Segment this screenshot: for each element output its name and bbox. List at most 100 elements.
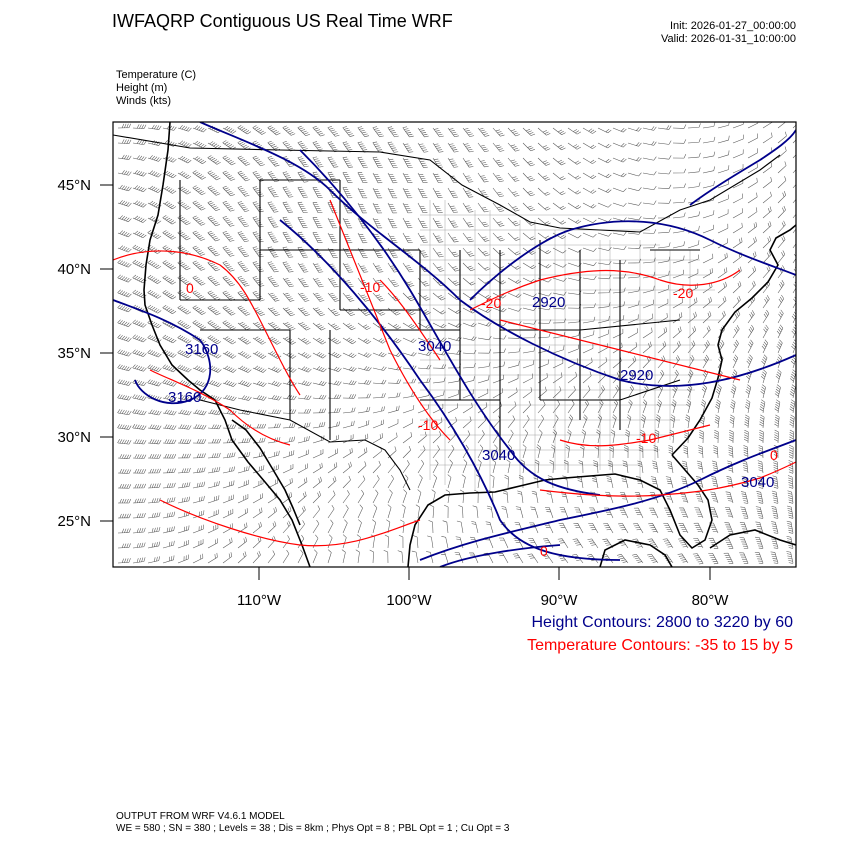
- wind-barb: [612, 273, 627, 279]
- wind-barb: [237, 155, 251, 166]
- wind-barb: [542, 538, 554, 549]
- wind-barb: [762, 221, 772, 234]
- wind-barb: [717, 252, 728, 264]
- wind-barb: [777, 220, 786, 234]
- wind-barb: [355, 549, 360, 564]
- wind-barb: [492, 459, 496, 474]
- wind-barb: [207, 200, 221, 211]
- wind-barb: [147, 289, 162, 299]
- wind-barb: [462, 277, 476, 286]
- wind-barb: [327, 505, 335, 519]
- wind-barb: [747, 163, 758, 174]
- wind-barb: [777, 265, 785, 279]
- wind-barb: [207, 320, 221, 330]
- wind-barb: [162, 170, 177, 179]
- wind-barb: [327, 448, 339, 459]
- wind-barb: [384, 534, 390, 549]
- wind-barb: [177, 525, 190, 534]
- wind-barb: [132, 230, 147, 239]
- wind-barb: [747, 133, 759, 144]
- wind-barb: [616, 554, 629, 564]
- wind-barb: [252, 291, 265, 302]
- wind-barb: [327, 292, 340, 302]
- temp-contour-0: [113, 250, 301, 396]
- wind-barb: [492, 348, 506, 354]
- lat-label-25: 25°N: [57, 513, 91, 530]
- wind-barb: [567, 344, 579, 354]
- wind-barb: [372, 247, 383, 258]
- wind-barb: [777, 235, 786, 249]
- wind-barb: [507, 444, 513, 459]
- temperature-contours: [113, 199, 796, 547]
- wind-barb: [573, 523, 584, 534]
- wind-barb: [132, 483, 147, 489]
- height-contours: [113, 122, 796, 567]
- lon-label-110: 110°W: [237, 592, 282, 609]
- wind-barb: [582, 275, 597, 280]
- wind-barb: [739, 522, 749, 534]
- wind-barb: [492, 127, 505, 137]
- wind-barb: [192, 125, 207, 133]
- wind-barb: [237, 395, 252, 401]
- wind-barb: [282, 216, 293, 228]
- wind-barb: [415, 504, 420, 519]
- wind-barb: [447, 157, 459, 168]
- wind-barb: [687, 340, 696, 354]
- wind-barb: [522, 127, 536, 136]
- wind-barb: [147, 497, 161, 504]
- wind-barb: [192, 230, 206, 241]
- wind-barb: [671, 399, 677, 414]
- wind-barb: [567, 127, 581, 135]
- wind-barb: [612, 157, 627, 163]
- wind-barb: [666, 460, 674, 474]
- baja-gulf-coast: [231, 419, 301, 526]
- wind-barb: [342, 380, 357, 386]
- wind-barb: [741, 475, 749, 489]
- wind-barb: [747, 280, 756, 294]
- wind-barb: [297, 307, 310, 317]
- wind-barb: [447, 389, 460, 399]
- wind-barb: [447, 277, 461, 286]
- wind-barb: [462, 247, 475, 257]
- wind-barb: [775, 369, 782, 384]
- wind-barb: [447, 127, 459, 138]
- wind-barb: [477, 142, 489, 153]
- wind-barb: [502, 490, 509, 504]
- wind-barb: [342, 171, 353, 183]
- wind-barb: [177, 424, 192, 430]
- wind-barb: [475, 474, 481, 489]
- wind-barb: [402, 157, 413, 168]
- wind-barb: [267, 366, 282, 373]
- wind-barb: [387, 187, 398, 199]
- wind-barb: [342, 187, 353, 199]
- wind-barb: [694, 507, 704, 519]
- wind-barb: [192, 539, 204, 549]
- wind-barb: [621, 476, 629, 489]
- wind-barb: [470, 536, 479, 549]
- wind-barb: [717, 281, 727, 294]
- wind-barb: [372, 337, 387, 344]
- wind-barb: [687, 268, 699, 279]
- wind-barb: [237, 438, 251, 444]
- wind-barb: [567, 385, 576, 399]
- wind-barb: [342, 217, 353, 229]
- wind-barb: [702, 210, 715, 219]
- wind-barb: [132, 124, 147, 129]
- wind-barb: [612, 202, 627, 207]
- wind-barb: [477, 262, 491, 271]
- wind-barb: [356, 534, 361, 549]
- wind-barb: [455, 536, 464, 549]
- height-label: 3040: [482, 447, 515, 464]
- wind-barb: [237, 380, 252, 387]
- wind-barb: [282, 477, 293, 489]
- wind-barb: [777, 176, 787, 189]
- wind-barb: [477, 187, 489, 198]
- wind-barb: [477, 444, 484, 459]
- wind-barb: [522, 400, 531, 414]
- wind-barb: [147, 439, 162, 445]
- wind-barb: [717, 122, 730, 129]
- wind-barb: [207, 215, 220, 227]
- wind-barb: [312, 277, 324, 288]
- wind-barb: [534, 459, 540, 474]
- wind-barb: [642, 171, 657, 176]
